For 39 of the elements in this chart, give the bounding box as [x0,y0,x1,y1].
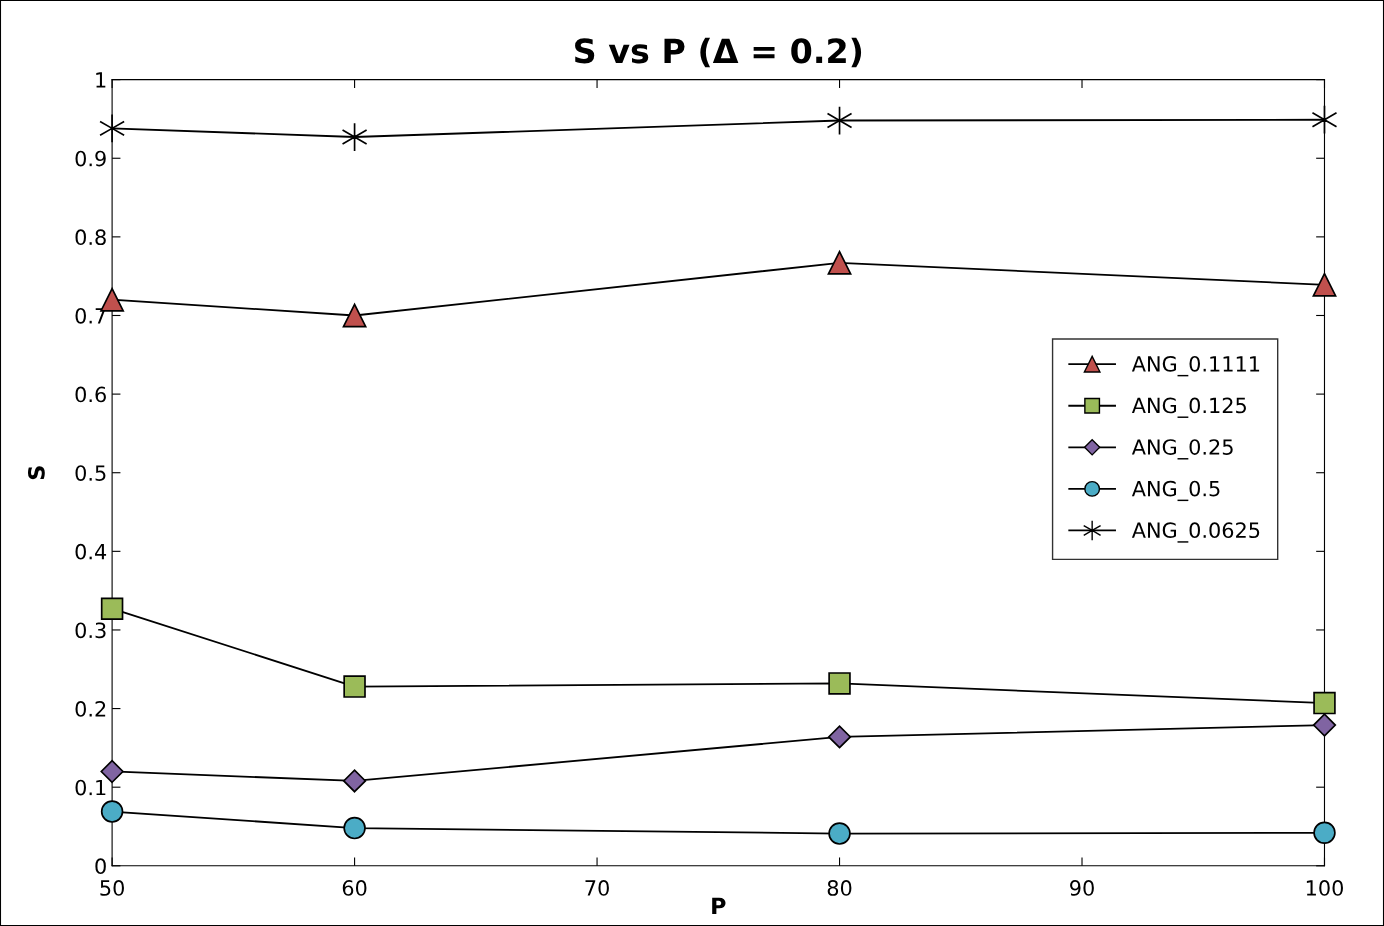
x-tick-label: 50 [100,880,124,896]
y-tick-label: 0.8 [75,229,106,246]
point [827,250,852,275]
point [1313,821,1336,845]
y-tick-label: 1 [96,72,106,88]
y-tick-label: 0 [95,858,106,875]
x-tick-label: 80 [827,880,852,896]
point [828,822,851,845]
y-tick-label: 0.4 [75,543,107,560]
y-tick-label: 0.9 [75,150,106,167]
point [1312,272,1337,297]
legend-label: ANG_0.0625 [1131,522,1260,543]
point [99,113,125,144]
y-tick-label: 0.1 [75,779,106,796]
x-tick-label: 90 [1070,880,1094,896]
point [342,303,367,328]
y-axis-title: S [28,466,45,480]
y-tick-label: 0.6 [75,386,106,403]
point [342,769,367,793]
legend-label: ANG_0.5 [1131,480,1220,502]
x-tick-label: 100 [1306,880,1343,896]
point [343,675,366,698]
point [1312,713,1337,737]
point [343,816,366,840]
point [828,672,851,695]
legend-label: ANG_0.125 [1131,397,1246,418]
point [100,800,124,823]
legend-label: ANG_0.25 [1131,439,1233,460]
x-tick-label: 60 [342,880,367,896]
chart-title: S vs P (Δ = 0.2) [575,37,862,68]
point [100,597,124,620]
y-tick-label: 0.5 [75,465,106,481]
x-tick-label: 70 [585,880,609,896]
x-axis-title: P [712,897,726,914]
point [1313,691,1336,715]
y-tick-label: 0.3 [75,622,106,639]
legend-label: ANG_0.1111 [1131,355,1260,377]
point [827,725,852,749]
y-tick-label: 0.2 [75,701,106,717]
